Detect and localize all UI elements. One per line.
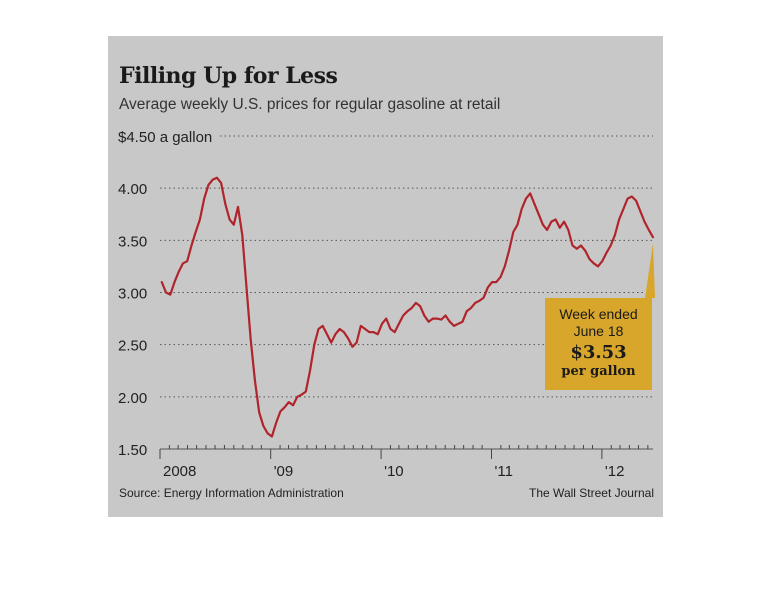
y-tick-label: 4.00: [118, 181, 147, 198]
publisher-credit: The Wall Street Journal: [529, 486, 654, 500]
y-tick-label: 2.50: [118, 338, 147, 355]
callout-unit: per gallon: [561, 364, 636, 379]
y-tick-label: 2.00: [118, 390, 147, 407]
chart-plot: 1.50 2.00 2.50 3.00 3.50 4.00 $4.50 a gallon 2…: [118, 129, 655, 480]
y-tick-labels: 1.50 2.00 2.50 3.00 3.50 4.00 $4.50 a gallon: [118, 129, 212, 459]
x-tick-label: '11: [494, 463, 512, 480]
gas-price-line: [160, 176, 655, 438]
y-tick-label: 3.50: [118, 233, 147, 250]
x-tick-label: '10: [384, 463, 404, 480]
y-tick-label: 3.00: [118, 286, 147, 303]
callout-pointer: [645, 243, 655, 298]
x-tick-label: '09: [274, 463, 294, 480]
latest-price-callout: Week ended June 18 $3.53 per gallon: [545, 298, 652, 390]
source-note: Source: Energy Information Administratio…: [119, 486, 344, 500]
chart-title: Filling Up for Less: [119, 63, 338, 89]
chart-frame: Filling Up for Less Average weekly U.S. …: [108, 36, 663, 517]
x-axis: 2008 '09 '10 '11 '12: [159, 445, 653, 480]
x-tick-label: 2008: [163, 463, 196, 480]
callout-value: $3.53: [570, 342, 627, 363]
chart-subtitle: Average weekly U.S. prices for regular g…: [119, 96, 501, 113]
series-layer: [160, 176, 655, 438]
callout-line2: June 18: [573, 323, 624, 339]
x-tick-label: '12: [605, 463, 625, 480]
callout-line1: Week ended: [559, 306, 638, 322]
y-tick-label: $4.50 a gallon: [118, 129, 212, 146]
y-tick-label: 1.50: [118, 442, 147, 459]
